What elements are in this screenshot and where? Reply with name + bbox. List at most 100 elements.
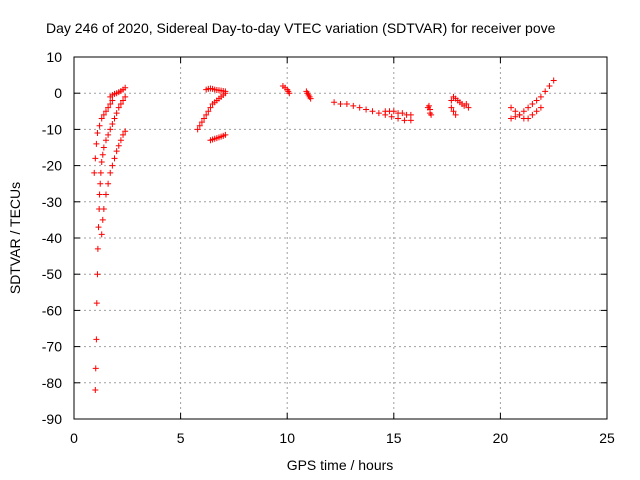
- y-tick-label: -20: [42, 158, 62, 174]
- series-arc-3: [279, 82, 314, 102]
- y-tick-label: -10: [42, 121, 62, 137]
- data-point: [222, 88, 229, 95]
- data-point: [120, 97, 127, 104]
- data-point: [96, 191, 103, 198]
- series-arc-2c: [207, 131, 229, 144]
- data-point: [350, 102, 357, 109]
- chart-grid: [74, 57, 607, 419]
- data-point: [407, 117, 414, 124]
- data-point: [93, 140, 100, 147]
- data-point: [343, 101, 350, 108]
- series-arc-7: [508, 77, 557, 122]
- data-point: [537, 104, 544, 111]
- data-point: [194, 126, 201, 133]
- data-point: [525, 104, 532, 111]
- data-point: [105, 180, 112, 187]
- data-point: [95, 224, 102, 231]
- data-point: [533, 97, 540, 104]
- data-point: [98, 231, 105, 238]
- data-point: [94, 271, 101, 278]
- series-arc-1a: [92, 93, 129, 394]
- data-point: [512, 108, 519, 115]
- x-tick-label: 10: [279, 430, 295, 446]
- data-point: [196, 122, 203, 129]
- y-tick-label: -30: [42, 194, 62, 210]
- data-point: [425, 102, 432, 109]
- y-tick-label: -60: [42, 302, 62, 318]
- series-arc-2b: [203, 85, 229, 95]
- data-point: [286, 90, 293, 97]
- data-point: [207, 104, 214, 111]
- data-point: [201, 115, 208, 122]
- data-point: [390, 108, 397, 115]
- data-point: [99, 216, 106, 223]
- x-tick-label: 20: [493, 430, 509, 446]
- data-point: [93, 336, 100, 343]
- y-tick-label: 10: [46, 49, 62, 65]
- data-point: [520, 108, 527, 115]
- data-point: [331, 99, 338, 106]
- data-point: [97, 169, 104, 176]
- data-point: [203, 111, 210, 118]
- data-point: [122, 84, 129, 91]
- data-point: [107, 126, 114, 133]
- data-point: [428, 111, 435, 118]
- data-point: [98, 158, 105, 165]
- data-point: [122, 128, 129, 135]
- data-point: [450, 108, 457, 115]
- series-arc-4b: [382, 108, 414, 118]
- data-point: [100, 144, 107, 151]
- data-point: [448, 104, 455, 111]
- data-point: [93, 300, 100, 307]
- y-tick-label: -50: [42, 266, 62, 282]
- data-point: [92, 387, 99, 394]
- data-point: [375, 110, 382, 117]
- data-point: [100, 111, 107, 118]
- data-point: [307, 95, 314, 102]
- data-point: [388, 113, 395, 120]
- series-arc-1c: [107, 84, 129, 100]
- data-point: [122, 93, 129, 100]
- plot-frame: [73, 56, 608, 420]
- data-point: [542, 88, 549, 95]
- data-point: [399, 110, 406, 117]
- data-point: [109, 97, 116, 104]
- data-point: [105, 131, 112, 138]
- data-point: [525, 115, 532, 122]
- series-arc-7b: [508, 104, 544, 122]
- data-point: [537, 93, 544, 100]
- data-point: [120, 131, 127, 138]
- data-point: [222, 131, 229, 138]
- data-point: [115, 104, 122, 111]
- data-point: [529, 101, 536, 108]
- data-point: [109, 120, 116, 127]
- data-point: [516, 111, 523, 118]
- data-point: [100, 206, 107, 213]
- data-point: [117, 101, 124, 108]
- data-point: [102, 108, 109, 115]
- data-point: [550, 77, 557, 84]
- data-point: [363, 106, 370, 113]
- data-point: [508, 115, 515, 122]
- series-arc-1b: [91, 97, 116, 176]
- data-point: [465, 104, 472, 111]
- series-arc-5: [424, 102, 435, 118]
- data-point: [109, 162, 116, 169]
- x-tick-label: 0: [70, 430, 78, 446]
- data-point: [94, 130, 101, 137]
- series-arc-4: [331, 99, 414, 124]
- chart-title: Day 246 of 2020, Sidereal Day-to-day VTE…: [46, 20, 556, 36]
- data-point: [111, 115, 118, 122]
- data-point: [96, 122, 103, 129]
- data-point: [91, 169, 98, 176]
- data-points: [91, 77, 557, 394]
- data-point: [205, 108, 212, 115]
- data-point: [92, 155, 99, 162]
- data-point: [448, 97, 455, 104]
- data-point: [463, 101, 470, 108]
- y-tick-label: -90: [42, 411, 62, 427]
- data-point: [512, 113, 519, 120]
- data-point: [92, 365, 99, 372]
- x-tick-label: 5: [177, 430, 185, 446]
